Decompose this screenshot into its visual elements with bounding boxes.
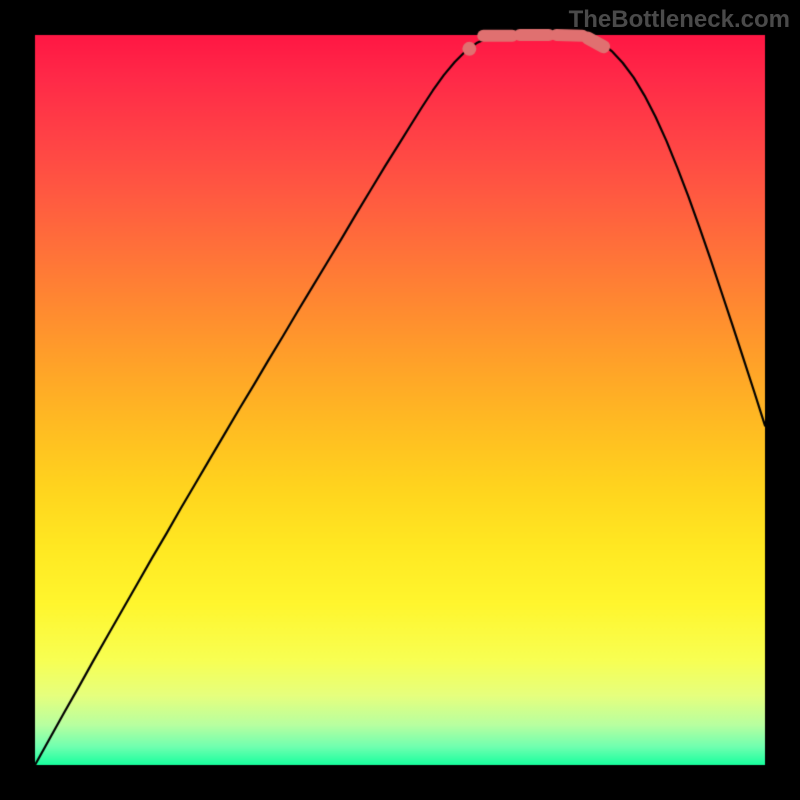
chart-stage: TheBottleneck.com <box>0 0 800 800</box>
bottleneck-curve-chart <box>0 0 800 800</box>
